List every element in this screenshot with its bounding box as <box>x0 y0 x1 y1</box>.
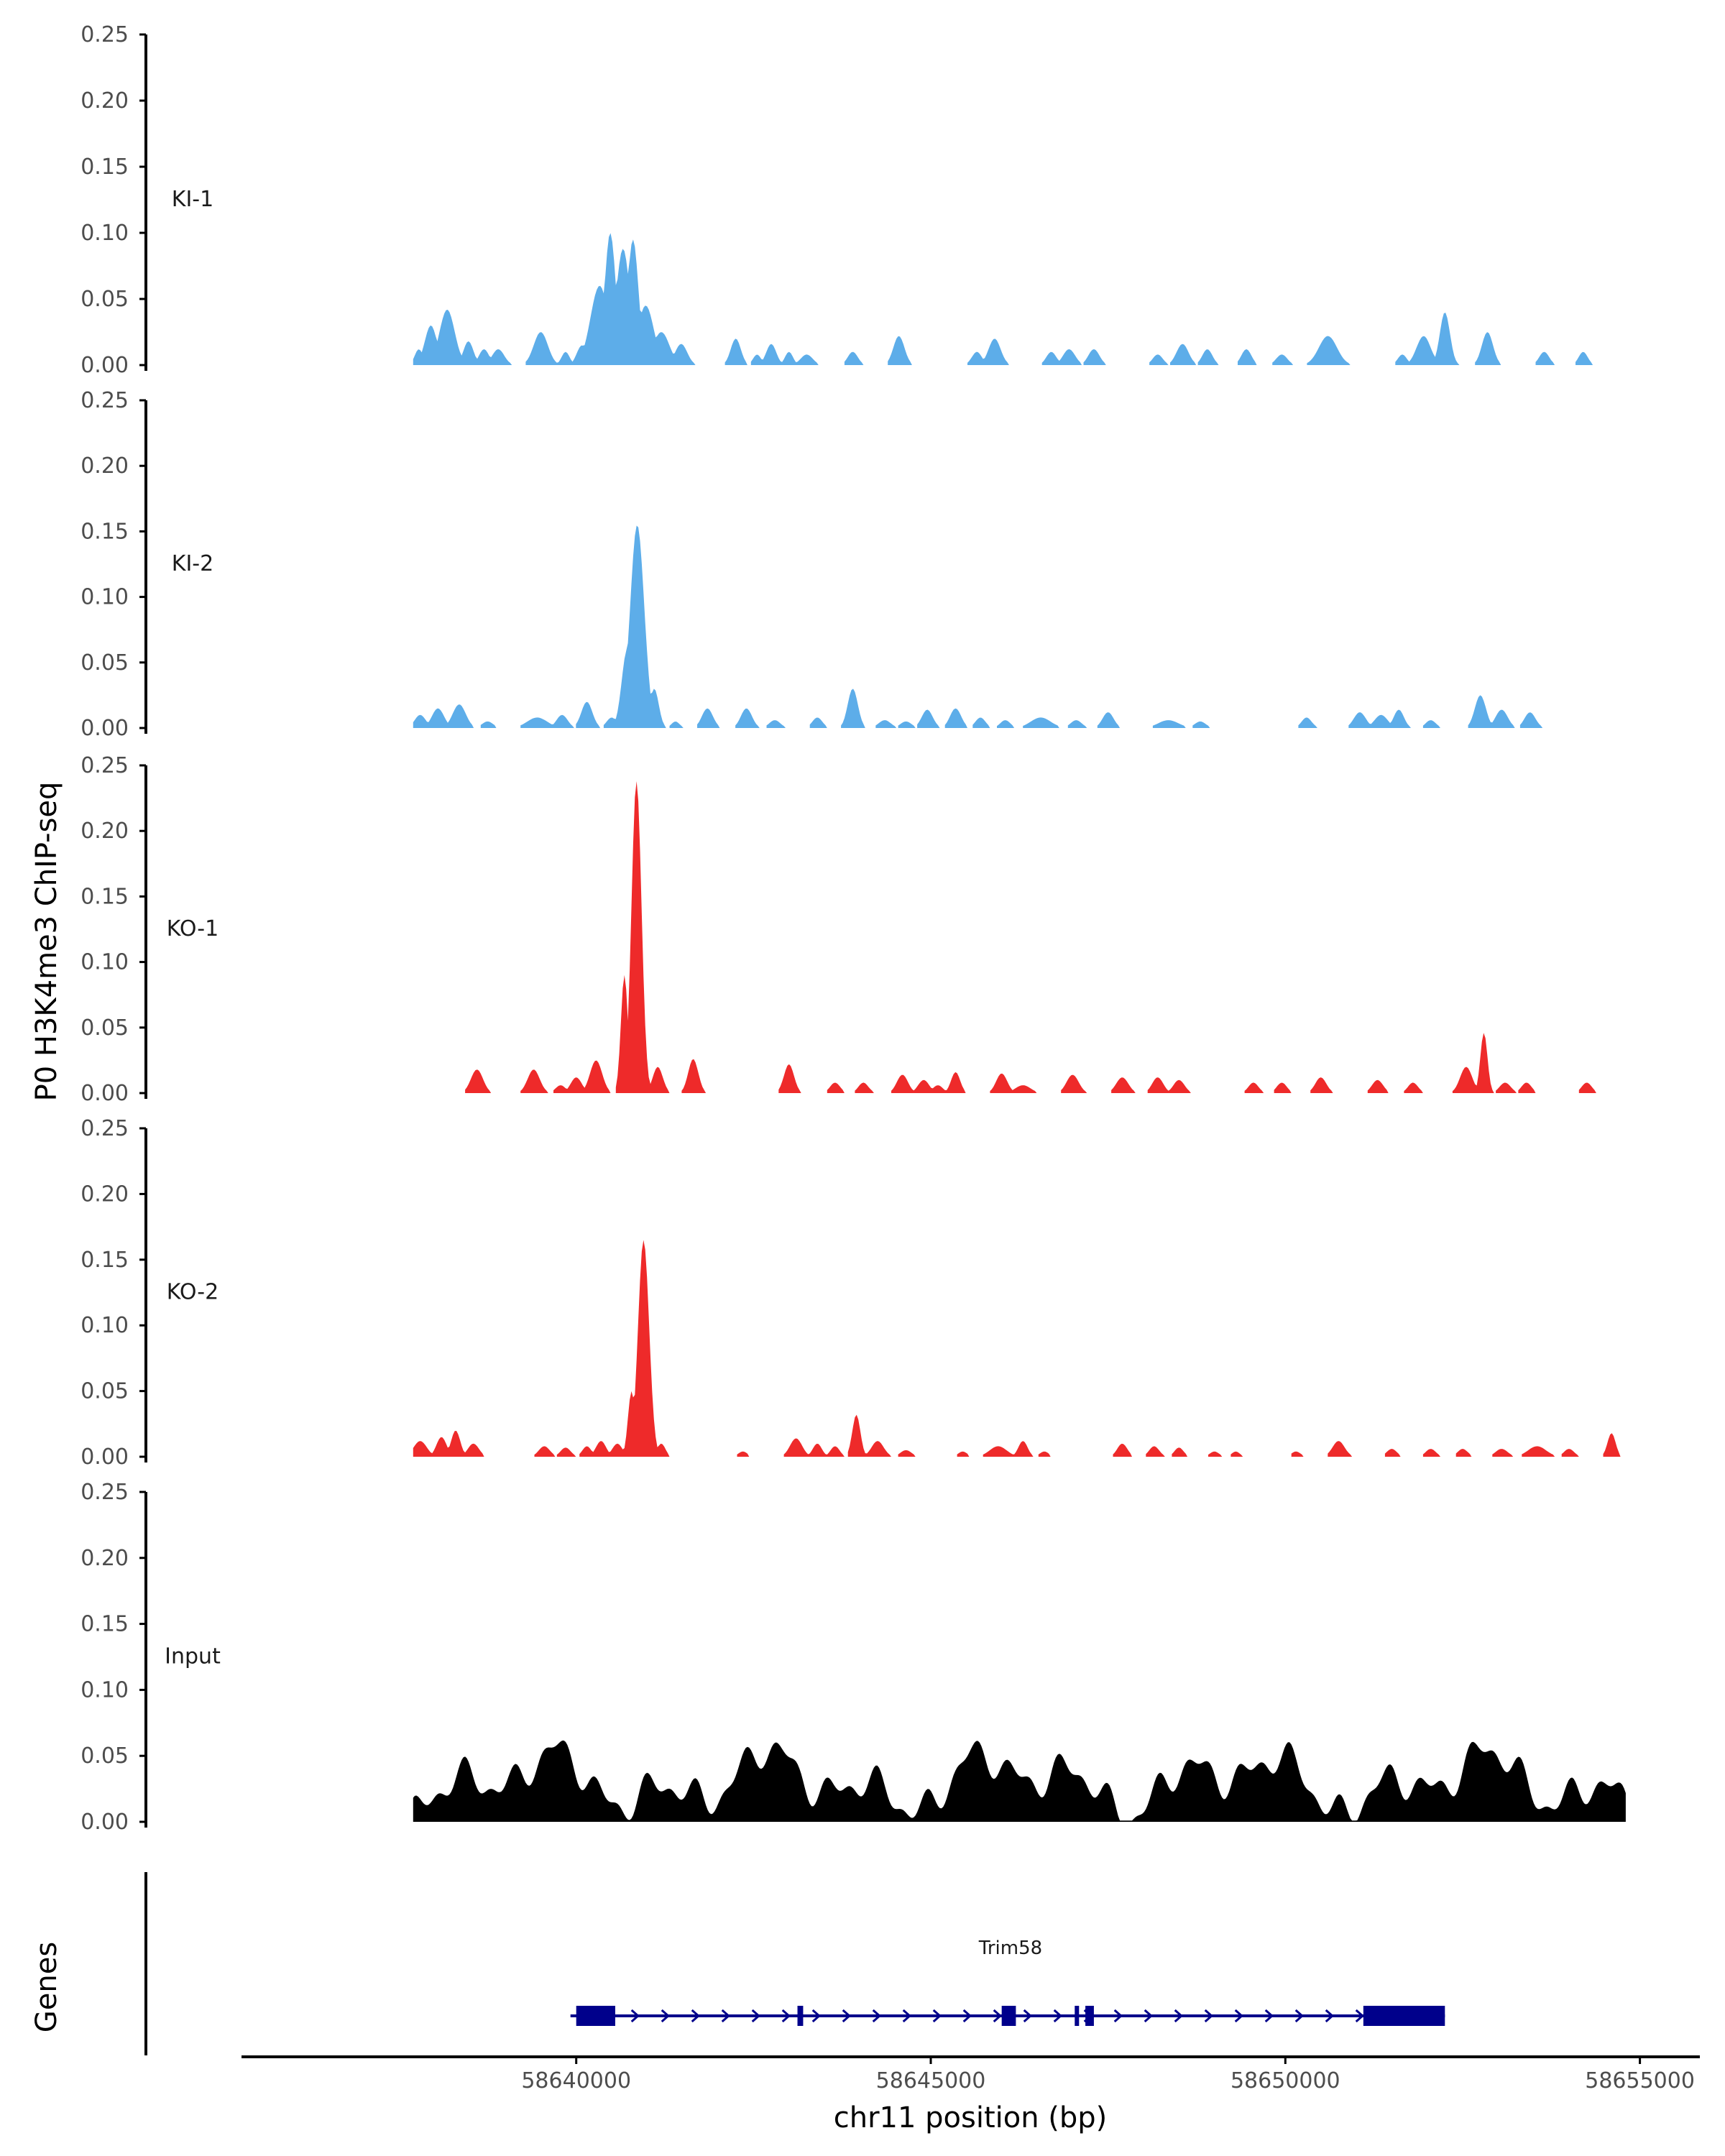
strand-arrow-icon <box>1355 2009 1364 2023</box>
track-input: 0.00 0.05 0.10 0.15 0.20 0.25 Input <box>80 1480 1626 1835</box>
track-ki-2: 0.00 0.05 0.10 0.15 0.20 0.25 KI-2 <box>80 388 1543 741</box>
strand-arrow-icon <box>751 2009 760 2023</box>
y-tick-label: 0.10 <box>80 1313 129 1338</box>
y-tick-label: 0.25 <box>80 22 129 47</box>
exon <box>576 2006 615 2026</box>
track-ko-1: 0.00 0.05 0.10 0.15 0.20 0.25 KO-1 <box>80 753 1596 1106</box>
y-tick-label: 0.10 <box>80 585 129 610</box>
strand-arrow-icon <box>1204 2009 1213 2023</box>
y-tick-label: 0.20 <box>80 1181 129 1207</box>
track-label: KI-1 <box>172 187 213 212</box>
track-label: KI-2 <box>172 551 213 576</box>
y-tick-label: 0.05 <box>80 1743 129 1769</box>
y-tick-label: 0.00 <box>80 1810 129 1835</box>
strand-arrow-icon <box>1325 2009 1334 2023</box>
x-tick-label: 58645000 <box>876 2068 986 2093</box>
strand-arrow-icon <box>781 2009 791 2023</box>
x-tick-label: 58640000 <box>521 2068 631 2093</box>
y-tick-label: 0.10 <box>80 1677 129 1703</box>
strand-arrow-icon <box>1113 2009 1123 2023</box>
gene-name-label: Trim58 <box>978 1938 1042 1959</box>
strand-arrow-icon <box>872 2009 881 2023</box>
y-tick-label: 0.05 <box>80 1379 129 1404</box>
y-tick-label: 0.20 <box>80 88 129 114</box>
y-tick-label: 0.00 <box>80 353 129 378</box>
strand-arrow-icon <box>962 2009 972 2023</box>
exon <box>1363 2006 1445 2026</box>
y-tick-label: 0.25 <box>80 753 129 778</box>
strand-arrow-icon <box>1294 2009 1304 2023</box>
strand-arrow-icon <box>1174 2009 1183 2023</box>
signal-area-ki-2 <box>413 525 1543 728</box>
strand-arrow-icon <box>1264 2009 1274 2023</box>
y-tick-label: 0.00 <box>80 1081 129 1106</box>
track-ki-1: 0.00 0.05 0.10 0.15 0.20 0.25 KI-1 <box>80 22 1593 378</box>
y-tick-label: 0.00 <box>80 716 129 741</box>
strand-arrow-icon <box>811 2009 821 2023</box>
y-tick-label: 0.00 <box>80 1445 129 1470</box>
exon <box>797 2006 804 2026</box>
signal-area-input <box>413 1740 1626 1822</box>
y-tick-label: 0.15 <box>80 1612 129 1637</box>
strand-arrow-icon <box>721 2009 730 2023</box>
strand-arrow-icon <box>902 2009 911 2023</box>
strand-arrow-icon <box>932 2009 942 2023</box>
x-axis-title: chr11 position (bp) <box>834 2101 1108 2134</box>
exon <box>1001 2006 1016 2026</box>
strand-arrow-icon <box>1144 2009 1153 2023</box>
strand-arrow-icon <box>1053 2009 1062 2023</box>
track-label: Input <box>165 1644 221 1669</box>
y-tick-label: 0.05 <box>80 650 129 676</box>
track-ko-2: 0.00 0.05 0.10 0.15 0.20 0.25 KO-2 <box>80 1116 1621 1470</box>
tracks-group: 0.00 0.05 0.10 0.15 0.20 0.25 KI-1 0.00 0.05 0.10… <box>80 22 1626 1835</box>
track-label: KO-2 <box>167 1280 218 1305</box>
strand-arrow-icon <box>1234 2009 1243 2023</box>
strand-arrow-icon <box>630 2009 640 2023</box>
y-tick-label: 0.10 <box>80 950 129 975</box>
x-tick-label: 58650000 <box>1230 2068 1340 2093</box>
y-tick-label: 0.10 <box>80 221 129 246</box>
strand-arrow-icon <box>842 2009 851 2023</box>
y-tick-label: 0.25 <box>80 1480 129 1505</box>
strand-arrow-icon <box>691 2009 700 2023</box>
y-tick-label: 0.25 <box>80 388 129 413</box>
x-axis: 58640000 58645000 58650000 58655000 <box>242 2055 1700 2093</box>
exon <box>1085 2006 1094 2026</box>
y-axis-title: P0 H3K4me3 ChIP-seq <box>30 782 63 1102</box>
y-tick-label: 0.20 <box>80 453 129 479</box>
y-tick-label: 0.25 <box>80 1116 129 1141</box>
signal-area-ko-1 <box>465 781 1596 1093</box>
y-tick-label: 0.20 <box>80 1546 129 1571</box>
y-tick-label: 0.05 <box>80 1015 129 1041</box>
track-label: KO-1 <box>167 916 218 941</box>
y-tick-label: 0.15 <box>80 884 129 909</box>
y-tick-label: 0.20 <box>80 819 129 844</box>
y-tick-label: 0.15 <box>80 519 129 544</box>
signal-area-ki-1 <box>413 233 1593 365</box>
y-tick-label: 0.15 <box>80 155 129 180</box>
x-tick-label: 58655000 <box>1585 2068 1695 2093</box>
genes-axis-title: Genes <box>30 1942 63 2032</box>
y-tick-label: 0.15 <box>80 1248 129 1273</box>
signal-area-ko-2 <box>413 1240 1621 1457</box>
strand-arrow-icon <box>661 2009 670 2023</box>
exon <box>1075 2006 1080 2026</box>
strand-arrow-icon <box>993 2009 1002 2023</box>
strand-arrow-icon <box>1023 2009 1032 2023</box>
y-tick-label: 0.05 <box>80 287 129 312</box>
gene-track: Genes Trim58 <box>30 1872 1445 2055</box>
